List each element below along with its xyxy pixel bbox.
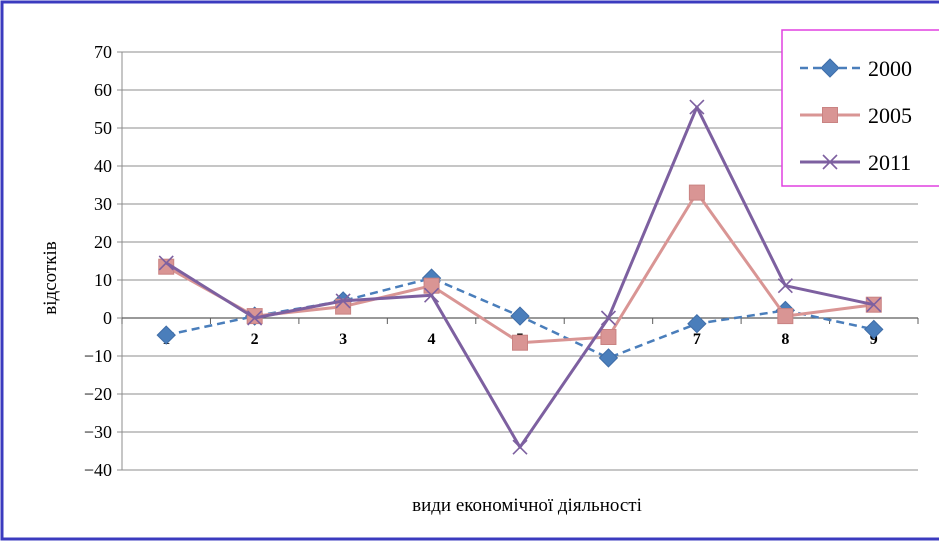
y-tick-label: 60 [94,80,112,100]
legend-item: 2000 [800,56,912,81]
x-tick-label: 9 [870,331,878,348]
data-point [600,329,617,345]
y-tick-label: 10 [94,270,112,290]
marker-stroke [777,278,793,294]
x-tick-label: 2 [251,331,259,348]
legend-item: 2011 [800,150,911,175]
data-point [512,439,528,455]
y-tick-label: 30 [94,194,112,214]
legend-box [781,29,939,187]
data-point [864,319,884,340]
x-tick-label: 3 [339,331,347,348]
marker-stroke [689,99,705,115]
legend-label: 2000 [868,56,912,81]
data-point [688,184,705,201]
data-point [510,306,530,326]
chart-legend: 2000 2005 2011 [781,29,939,187]
marker-stroke [423,287,440,303]
legend-marker [822,107,838,123]
marker-stroke [600,310,617,326]
data-point [423,277,440,294]
data-point [866,297,882,313]
y-tick-label: 20 [94,232,112,252]
legend-marker [820,58,840,78]
data-point [687,313,707,334]
data-point [777,278,793,294]
y-axis-title: відсотків [40,241,61,314]
y-tick-label: −40 [84,460,112,480]
marker-stroke [247,310,263,326]
marker-stroke [866,297,882,313]
marker-stroke [158,255,174,271]
series-lines [156,99,884,455]
y-tick-label: −20 [84,384,112,404]
data-point [598,348,619,368]
legend-label: 2011 [868,150,911,175]
y-tick-label: −30 [84,422,112,442]
data-point [423,287,440,303]
x-tick-label: 8 [781,331,789,348]
data-point [158,255,174,271]
marker-stroke [512,439,528,455]
data-point [156,325,176,345]
marker-stroke [335,293,351,309]
x-tick-label: 4 [428,331,436,348]
y-tick-labels: 70 60 50 40 30 20 10 0 −10 −20 −30 −40 [84,42,112,480]
y-tick-label: 70 [94,42,112,62]
grid-lines [117,51,919,471]
y-tick-label: −10 [84,346,112,366]
legend-label: 2005 [868,103,912,128]
y-tick-label: 40 [94,156,112,176]
series-2011 [158,99,882,455]
data-point [247,310,263,326]
series-line [165,105,875,449]
data-point [335,293,351,309]
y-tick-label: 50 [94,118,112,138]
data-point [689,99,705,115]
data-point [512,334,528,351]
x-axis-title: види економічної діяльності [412,495,642,516]
x-tick-label: 7 [693,331,701,348]
y-tick-label: 0 [103,308,112,328]
marker-stroke [822,154,838,170]
legend-item: 2005 [800,103,912,128]
legend-marker [822,154,838,170]
data-point [777,308,794,325]
data-point [600,310,617,326]
